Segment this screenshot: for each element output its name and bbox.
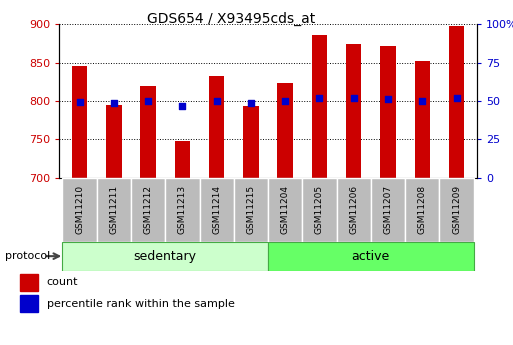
Bar <box>96 178 131 242</box>
Bar <box>312 35 327 178</box>
Bar <box>380 46 396 178</box>
Bar <box>63 178 96 242</box>
Point <box>452 95 461 101</box>
Bar <box>63 241 268 271</box>
Bar <box>106 105 122 178</box>
Bar <box>165 178 200 242</box>
Bar <box>405 178 440 242</box>
Point <box>75 99 84 105</box>
Point <box>281 98 289 104</box>
Bar <box>449 26 464 178</box>
Text: protocol: protocol <box>5 251 50 261</box>
Text: GSM11211: GSM11211 <box>109 185 119 234</box>
Bar <box>337 178 371 242</box>
Bar <box>141 86 156 178</box>
Point <box>110 100 118 106</box>
Bar <box>415 61 430 178</box>
Point <box>384 97 392 102</box>
Bar <box>440 178 473 242</box>
Text: count: count <box>47 277 78 287</box>
Text: GSM11205: GSM11205 <box>315 185 324 234</box>
Point <box>315 95 324 101</box>
Text: GSM11206: GSM11206 <box>349 185 358 234</box>
Bar <box>209 76 224 178</box>
Bar <box>131 178 165 242</box>
Text: active: active <box>352 250 390 263</box>
Bar <box>243 106 259 178</box>
Point <box>418 98 426 104</box>
Point <box>178 104 186 109</box>
Text: GSM11208: GSM11208 <box>418 185 427 234</box>
Bar <box>174 141 190 178</box>
Bar <box>268 178 302 242</box>
Bar <box>371 178 405 242</box>
Bar <box>234 178 268 242</box>
Bar <box>346 44 362 178</box>
Text: GSM11204: GSM11204 <box>281 185 290 234</box>
Point <box>247 100 255 106</box>
Text: GDS654 / X93495cds_at: GDS654 / X93495cds_at <box>147 12 315 26</box>
Bar <box>20 295 37 312</box>
Bar <box>278 83 293 178</box>
Text: sedentary: sedentary <box>134 250 196 263</box>
Text: GSM11214: GSM11214 <box>212 185 221 234</box>
Text: GSM11212: GSM11212 <box>144 185 152 234</box>
Point <box>212 98 221 104</box>
Bar <box>200 178 234 242</box>
Text: GSM11215: GSM11215 <box>246 185 255 234</box>
Text: GSM11210: GSM11210 <box>75 185 84 234</box>
Bar <box>20 274 37 291</box>
Point <box>350 95 358 101</box>
Bar <box>302 178 337 242</box>
Text: percentile rank within the sample: percentile rank within the sample <box>47 298 234 308</box>
Bar <box>72 66 87 178</box>
Text: GSM11209: GSM11209 <box>452 185 461 234</box>
Text: GSM11207: GSM11207 <box>384 185 392 234</box>
Text: GSM11213: GSM11213 <box>178 185 187 234</box>
Bar <box>268 241 473 271</box>
Point <box>144 98 152 104</box>
